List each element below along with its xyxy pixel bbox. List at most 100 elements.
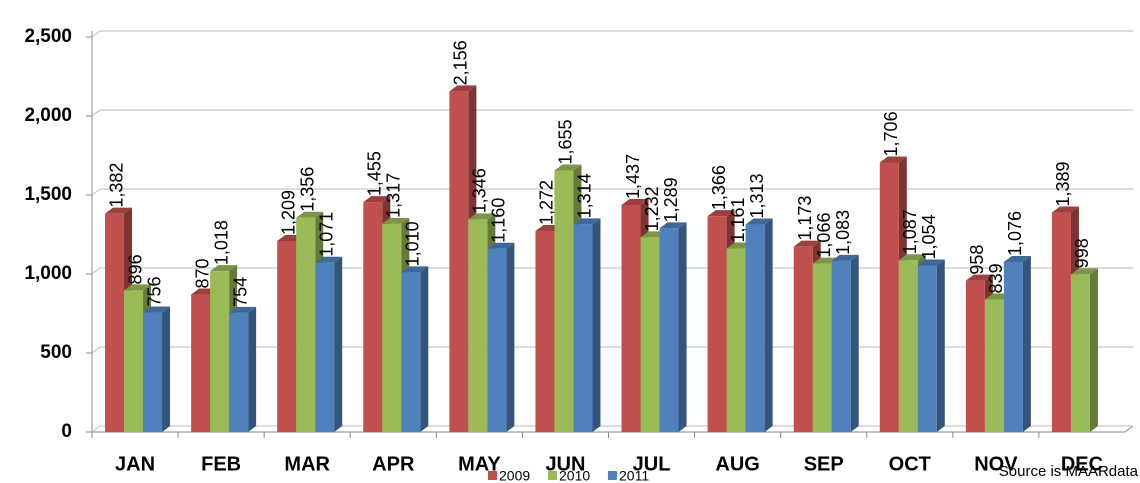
bar-top bbox=[468, 213, 496, 220]
value-label: 958 bbox=[967, 245, 987, 275]
value-label: 1,232 bbox=[642, 186, 662, 231]
value-label: 1,209 bbox=[278, 190, 298, 235]
value-label: 1,655 bbox=[556, 119, 576, 164]
x-tick-label: JAN bbox=[115, 453, 155, 475]
bar-side bbox=[678, 222, 687, 432]
bar-top bbox=[1051, 206, 1079, 213]
bar-front bbox=[984, 299, 1004, 432]
bar-front bbox=[105, 213, 125, 432]
bar-side bbox=[248, 306, 257, 432]
bar-front bbox=[573, 224, 593, 432]
bar bbox=[401, 266, 429, 432]
value-label: 1,706 bbox=[881, 111, 901, 156]
value-label: 1,010 bbox=[403, 221, 423, 266]
x-tick-label: OCT bbox=[889, 453, 931, 475]
bar-front bbox=[468, 219, 488, 432]
grid-line bbox=[91, 30, 101, 38]
legend-swatch bbox=[608, 471, 617, 480]
bar-top bbox=[917, 259, 945, 266]
value-label: 1,346 bbox=[470, 168, 490, 213]
bar-top bbox=[793, 240, 821, 247]
bar-top bbox=[879, 156, 907, 163]
legend-swatch bbox=[548, 471, 557, 480]
bar-front bbox=[745, 224, 765, 432]
bar-front bbox=[315, 262, 335, 432]
bar bbox=[1003, 255, 1031, 432]
bar bbox=[573, 218, 601, 432]
bar-front bbox=[191, 294, 211, 432]
bar-front bbox=[707, 216, 727, 432]
value-label: 1,366 bbox=[709, 165, 729, 210]
value-label: 1,076 bbox=[1005, 211, 1025, 256]
value-label: 1,018 bbox=[211, 220, 231, 265]
value-label: 2,156 bbox=[451, 40, 471, 85]
y-tick-label: 1,000 bbox=[24, 263, 72, 284]
value-label: 1,173 bbox=[795, 196, 815, 241]
bar-top bbox=[449, 85, 477, 92]
bar-side bbox=[1022, 255, 1031, 432]
bar-front bbox=[277, 240, 297, 432]
bar-side bbox=[506, 242, 515, 432]
bar-front bbox=[640, 237, 660, 432]
value-label: 896 bbox=[125, 254, 145, 284]
bar-front bbox=[793, 246, 813, 432]
bar bbox=[1070, 268, 1098, 432]
bar-front bbox=[1003, 261, 1023, 432]
x-tick-label: APR bbox=[372, 453, 415, 475]
bar-top bbox=[401, 266, 429, 273]
bar-front bbox=[401, 272, 421, 432]
value-label: 1,161 bbox=[728, 198, 748, 243]
bar-front bbox=[831, 260, 851, 432]
bar-front bbox=[487, 248, 507, 432]
bar-top bbox=[1003, 255, 1031, 262]
annotation: Source is MAARdata bbox=[999, 463, 1139, 480]
value-label: 1,066 bbox=[814, 213, 834, 258]
bar bbox=[315, 256, 343, 432]
bar-front bbox=[229, 312, 249, 432]
bar-top bbox=[621, 198, 649, 205]
grid-line bbox=[91, 425, 101, 433]
value-label: 1,389 bbox=[1053, 161, 1073, 206]
bar-side bbox=[420, 266, 429, 432]
legend-label: 2010 bbox=[559, 468, 590, 483]
bar-front bbox=[726, 248, 746, 432]
value-label: 1,083 bbox=[833, 210, 853, 255]
bar-front bbox=[965, 280, 985, 432]
bar-front bbox=[535, 231, 555, 432]
value-label: 1,437 bbox=[623, 154, 643, 199]
bar-front bbox=[554, 170, 574, 432]
bar bbox=[745, 218, 773, 432]
bar-front bbox=[124, 290, 144, 432]
bar-side bbox=[334, 256, 343, 432]
bar-side bbox=[162, 306, 171, 432]
legend-swatch bbox=[488, 471, 497, 480]
bar-top bbox=[124, 284, 152, 291]
value-label: 754 bbox=[230, 277, 250, 307]
x-tick-label: MAY bbox=[458, 453, 501, 475]
bar-top bbox=[105, 207, 133, 214]
bar bbox=[917, 259, 945, 432]
value-label: 1,356 bbox=[297, 167, 317, 212]
value-label: 1,313 bbox=[747, 173, 767, 218]
value-label: 1,455 bbox=[365, 151, 385, 196]
bar-top bbox=[315, 256, 343, 263]
x-tick-label: SEP bbox=[804, 453, 844, 475]
bar-top bbox=[831, 254, 859, 261]
bar-front bbox=[1070, 274, 1090, 432]
bar-top bbox=[296, 211, 324, 218]
value-label: 1,071 bbox=[316, 212, 336, 257]
x-tick-label: MAR bbox=[284, 453, 330, 475]
y-tick-label: 1,500 bbox=[24, 184, 72, 205]
bar bbox=[143, 306, 171, 432]
grid-line bbox=[91, 109, 101, 117]
value-label: 1,087 bbox=[900, 209, 920, 254]
bar-top bbox=[229, 306, 257, 313]
bar-top bbox=[554, 164, 582, 171]
value-label: 756 bbox=[144, 277, 164, 307]
legend-label: 2011 bbox=[619, 468, 649, 483]
bar-front bbox=[1051, 212, 1071, 432]
bar-top bbox=[659, 222, 687, 229]
bar-top bbox=[487, 242, 515, 249]
bar-top bbox=[143, 306, 171, 313]
